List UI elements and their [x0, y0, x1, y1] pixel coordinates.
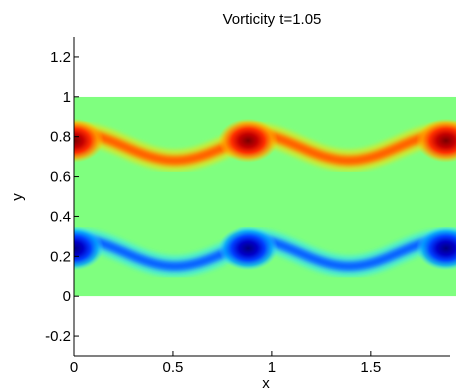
y-tick-label: 0.4: [50, 208, 71, 225]
y-tick-label: 1: [63, 89, 71, 106]
lower-vortex-core-0: [74, 226, 104, 271]
y-tick-label: 0.6: [50, 169, 71, 186]
upper-vortex-core-0: [74, 118, 104, 163]
y-tick-label: 0: [63, 288, 71, 305]
upper-vortex-core-1: [218, 118, 279, 163]
y-tick-label: 0.2: [50, 248, 71, 265]
y-tick-label: -0.2: [45, 328, 71, 345]
lower-vortex-core-2: [416, 226, 456, 271]
chart-title: Vorticity t=1.05: [223, 11, 322, 28]
x-tick-label: 1.5: [360, 359, 381, 376]
x-tick-label: 1: [268, 359, 276, 376]
y-tick-label: 0.8: [50, 129, 71, 146]
upper-shear-layer: [74, 118, 456, 172]
upper-vortex-core-2: [416, 118, 456, 163]
y-ticks: -0.2 0 0.2 0.4 0.6 0.8 1 1.2: [45, 49, 79, 345]
y-axis-label: y: [9, 193, 26, 201]
x-ticks: 0 0.5 1 1.5: [70, 351, 381, 376]
lower-shear-layer: [74, 226, 456, 278]
x-tick-label: 0.5: [163, 359, 184, 376]
lower-vortex-core-1: [218, 226, 279, 271]
x-tick-label: 0: [70, 359, 78, 376]
x-axis-label: x: [262, 375, 270, 391]
y-tick-label: 1.2: [50, 49, 71, 66]
axes: 0 0.5 1 1.5 -0.2 0 0.2 0.4 0.6 0.8 1 1.2: [45, 37, 450, 376]
vorticity-field: [74, 96, 456, 297]
